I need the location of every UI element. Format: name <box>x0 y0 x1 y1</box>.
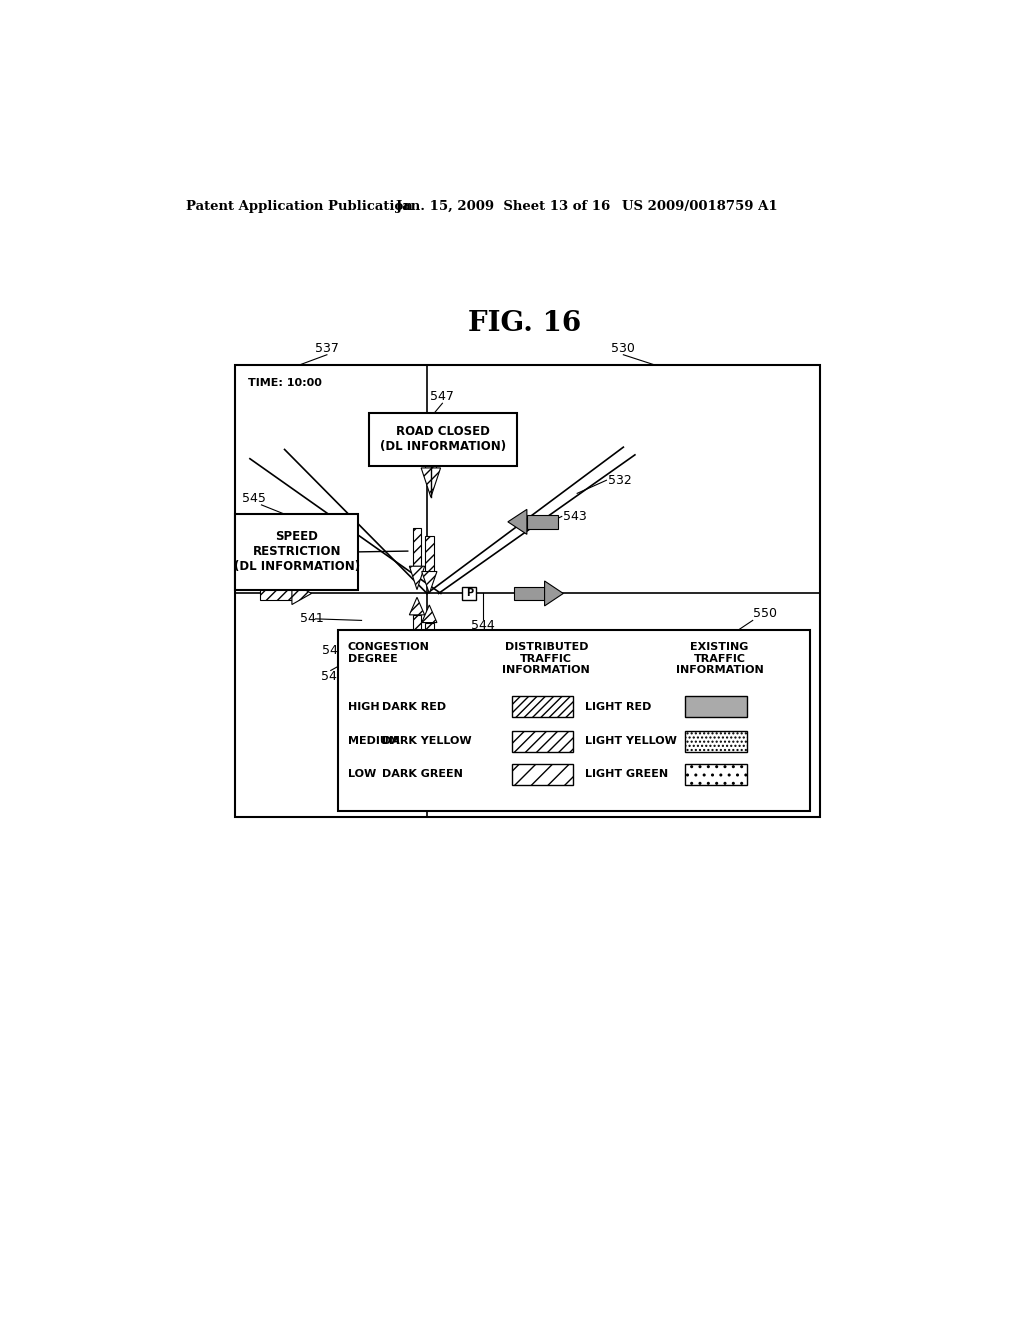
Text: P: P <box>466 589 473 598</box>
Text: LIGHT YELLOW: LIGHT YELLOW <box>585 737 677 746</box>
Polygon shape <box>260 587 292 599</box>
Text: DARK RED: DARK RED <box>382 702 446 711</box>
Polygon shape <box>421 469 440 498</box>
Text: DARK YELLOW: DARK YELLOW <box>382 737 472 746</box>
Text: P: P <box>341 661 348 672</box>
Text: SPEED
RESTRICTION
(DL INFORMATION): SPEED RESTRICTION (DL INFORMATION) <box>233 531 360 573</box>
Polygon shape <box>413 615 421 644</box>
Polygon shape <box>425 420 436 469</box>
Bar <box>236 515 358 590</box>
Text: 542: 542 <box>322 644 345 656</box>
Text: TIME: 10:00: TIME: 10:00 <box>248 378 322 388</box>
Text: 545: 545 <box>243 492 266 506</box>
Bar <box>512 763 573 785</box>
Polygon shape <box>425 623 433 651</box>
Text: LIGHT RED: LIGHT RED <box>585 702 651 711</box>
Text: HIGH: HIGH <box>348 702 379 711</box>
Text: Jan. 15, 2009  Sheet 13 of 16: Jan. 15, 2009 Sheet 13 of 16 <box>396 199 610 213</box>
Polygon shape <box>410 566 425 590</box>
Text: 541: 541 <box>300 612 324 626</box>
Bar <box>685 696 746 718</box>
Text: FIG. 16: FIG. 16 <box>468 310 582 338</box>
Text: LIGHT GREEN: LIGHT GREEN <box>585 770 668 779</box>
Text: 544: 544 <box>471 619 495 632</box>
Text: 543: 543 <box>563 510 587 523</box>
Polygon shape <box>292 582 311 605</box>
Bar <box>685 763 746 785</box>
Polygon shape <box>514 586 545 601</box>
Polygon shape <box>425 536 433 572</box>
Polygon shape <box>422 605 437 623</box>
Text: 532: 532 <box>608 474 632 487</box>
Text: 530: 530 <box>611 342 635 355</box>
Text: MEDIUM: MEDIUM <box>348 737 399 746</box>
Bar <box>338 660 351 673</box>
Bar <box>463 586 476 601</box>
Text: 550: 550 <box>753 607 777 620</box>
Bar <box>512 730 573 752</box>
Text: ROAD CLOSED
(DL INFORMATION): ROAD CLOSED (DL INFORMATION) <box>380 425 506 454</box>
Bar <box>234 364 819 817</box>
Text: US 2009/0018759 A1: US 2009/0018759 A1 <box>622 199 777 213</box>
Text: 547: 547 <box>430 391 455 404</box>
Bar <box>339 630 810 812</box>
Polygon shape <box>508 510 527 535</box>
Text: Patent Application Publication: Patent Application Publication <box>186 199 413 213</box>
Text: 547: 547 <box>321 671 345 684</box>
Text: CONGESTION
DEGREE: CONGESTION DEGREE <box>348 642 430 664</box>
Text: LOW: LOW <box>348 770 376 779</box>
Polygon shape <box>545 581 563 606</box>
Polygon shape <box>410 598 425 615</box>
Bar <box>685 730 746 752</box>
Bar <box>370 413 517 466</box>
Text: DARK GREEN: DARK GREEN <box>382 770 463 779</box>
Text: EXISTING
TRAFFIC
INFORMATION: EXISTING TRAFFIC INFORMATION <box>676 642 764 675</box>
Bar <box>512 696 573 718</box>
Text: 537: 537 <box>315 342 339 355</box>
Polygon shape <box>413 528 421 566</box>
Text: DISTRIBUTED
TRAFFIC
INFORMATION: DISTRIBUTED TRAFFIC INFORMATION <box>503 642 590 675</box>
Polygon shape <box>422 572 437 594</box>
Polygon shape <box>527 515 558 529</box>
